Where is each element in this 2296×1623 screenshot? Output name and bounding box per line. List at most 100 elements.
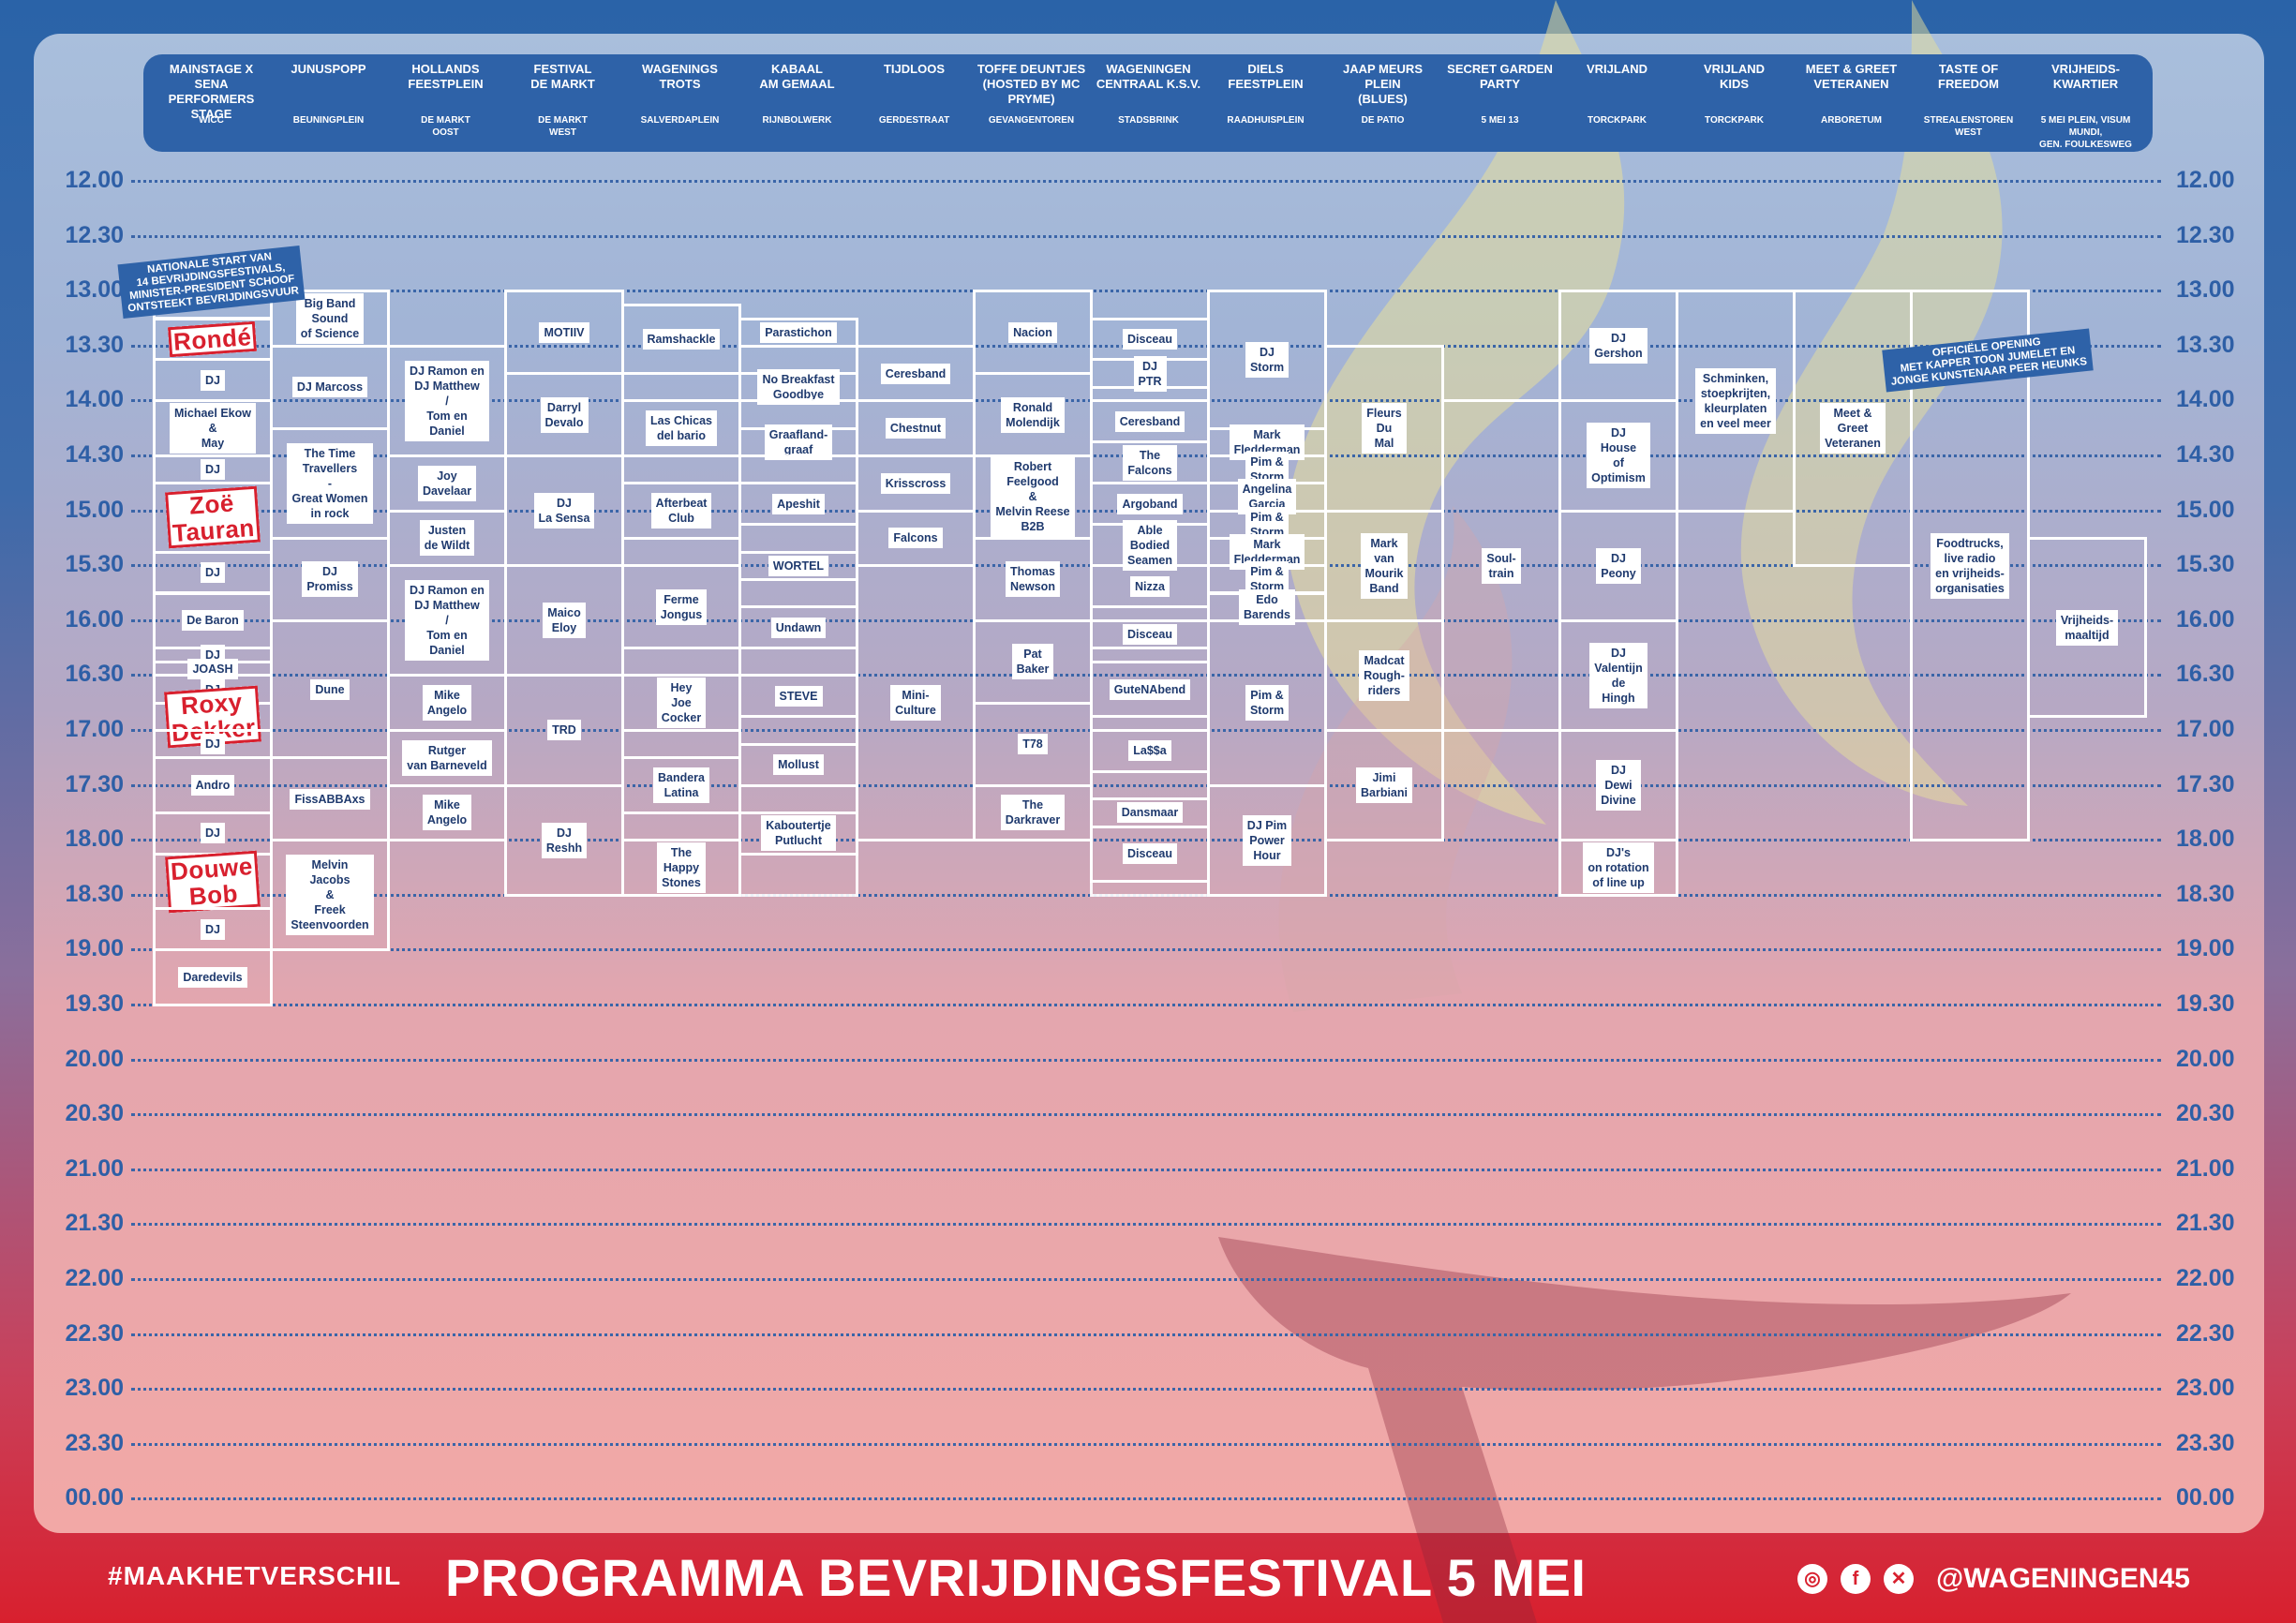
- schedule-slot[interactable]: Thomas Newson: [973, 536, 1093, 622]
- schedule-slot[interactable]: Rondé: [153, 317, 273, 362]
- schedule-slot[interactable]: Able Bodied Seamen: [1090, 519, 1210, 571]
- schedule-slot[interactable]: Andro: [153, 756, 273, 814]
- schedule-slot[interactable]: Pim & Storm: [1207, 618, 1327, 787]
- schedule-slot[interactable]: DJ Ramon en DJ Matthew / Tom en Daniel: [387, 344, 507, 457]
- schedule-slot[interactable]: Undawn: [738, 605, 858, 650]
- schedule-slot[interactable]: [738, 852, 858, 897]
- schedule-slot[interactable]: Mollust: [738, 742, 858, 787]
- schedule-slot[interactable]: DJ: [153, 811, 273, 856]
- schedule-slot[interactable]: DJ: [153, 729, 273, 760]
- schedule-slot[interactable]: Nacion: [973, 290, 1093, 376]
- schedule-slot[interactable]: DJ Marcoss: [270, 344, 390, 430]
- schedule-slot[interactable]: Soul- train: [1441, 399, 1561, 732]
- schedule-slot[interactable]: Kaboutertje Putlucht: [738, 811, 858, 856]
- schedule-slot[interactable]: Dune: [270, 618, 390, 760]
- schedule-slot[interactable]: The Happy Stones: [621, 839, 741, 897]
- schedule-slot[interactable]: GuteNAbend: [1090, 660, 1210, 719]
- schedule-slot[interactable]: Vrijheids- maaltijd: [2027, 536, 2147, 719]
- schedule-slot[interactable]: La$$a: [1090, 729, 1210, 773]
- schedule-slot[interactable]: [621, 454, 741, 485]
- schedule-slot[interactable]: Darryl Devalo: [504, 372, 624, 457]
- schedule-slot[interactable]: [621, 647, 741, 677]
- schedule-slot[interactable]: Dansmaar: [1090, 797, 1210, 828]
- schedule-slot[interactable]: [1090, 769, 1210, 801]
- schedule-slot[interactable]: [621, 372, 741, 403]
- schedule-slot[interactable]: T78: [973, 701, 1093, 787]
- schedule-slot[interactable]: The Darkraver: [973, 783, 1093, 842]
- schedule-slot[interactable]: Ceresband: [856, 344, 976, 403]
- schedule-slot[interactable]: The Falcons: [1090, 440, 1210, 485]
- schedule-slot[interactable]: Mark van Mourik Band: [1324, 509, 1444, 622]
- schedule-slot[interactable]: Ramshackle: [621, 303, 741, 376]
- x-icon[interactable]: ✕: [1884, 1564, 1914, 1594]
- schedule-slot[interactable]: DJ: [153, 454, 273, 485]
- schedule-slot[interactable]: Meet & Greet Veteranen: [1793, 290, 1913, 568]
- schedule-slot[interactable]: [738, 647, 858, 677]
- schedule-slot[interactable]: STEVE: [738, 674, 858, 719]
- schedule-slot[interactable]: Mini- Culture: [856, 564, 976, 842]
- schedule-slot[interactable]: DJ House of Optimism: [1558, 399, 1678, 513]
- schedule-slot[interactable]: Foodtrucks, live radio en vrijheids- org…: [1910, 290, 2030, 842]
- schedule-slot[interactable]: Maico Eloy: [504, 564, 624, 677]
- schedule-slot[interactable]: Mike Angelo: [387, 783, 507, 842]
- schedule-slot[interactable]: DJ Pim Power Hour: [1207, 783, 1327, 897]
- schedule-slot[interactable]: DJ La Sensa: [504, 454, 624, 568]
- schedule-slot[interactable]: Daredevils: [153, 948, 273, 1006]
- schedule-slot[interactable]: Ceresband: [1090, 399, 1210, 444]
- schedule-slot[interactable]: DJ Storm: [1207, 290, 1327, 430]
- instagram-icon[interactable]: ◎: [1797, 1564, 1827, 1594]
- schedule-slot[interactable]: De Baron: [153, 591, 273, 650]
- schedule-slot[interactable]: DJ Valentijn de Hingh: [1558, 618, 1678, 732]
- schedule-slot[interactable]: [1090, 880, 1210, 897]
- facebook-icon[interactable]: f: [1841, 1564, 1871, 1594]
- schedule-slot[interactable]: [621, 536, 741, 568]
- schedule-slot[interactable]: Apeshit: [738, 482, 858, 527]
- schedule-slot[interactable]: Parastichon: [738, 317, 858, 348]
- schedule-slot[interactable]: TRD: [504, 674, 624, 787]
- schedule-slot[interactable]: Joy Davelaar: [387, 454, 507, 513]
- schedule-slot[interactable]: [738, 783, 858, 814]
- social-handle[interactable]: @WAGENINGEN45: [1936, 1563, 2190, 1594]
- schedule-slot[interactable]: Bandera Latina: [621, 756, 741, 814]
- schedule-slot[interactable]: DJ Ramon en DJ Matthew / Tom en Daniel: [387, 564, 507, 677]
- schedule-slot[interactable]: Chestnut: [856, 399, 976, 457]
- schedule-slot[interactable]: Justen de Wildt: [387, 509, 507, 568]
- schedule-slot[interactable]: Disceau: [1090, 317, 1210, 362]
- schedule-slot[interactable]: DJ Reshh: [504, 783, 624, 897]
- schedule-slot[interactable]: DJ: [153, 907, 273, 952]
- schedule-slot[interactable]: DJ PTR: [1090, 355, 1210, 392]
- schedule-slot[interactable]: Graafland- graaf: [738, 424, 858, 460]
- schedule-slot[interactable]: Disceau: [1090, 618, 1210, 650]
- schedule-slot[interactable]: Falcons: [856, 509, 976, 568]
- schedule-slot[interactable]: Roxy Dekker: [153, 685, 273, 749]
- schedule-slot[interactable]: DJ Gershon: [1558, 290, 1678, 403]
- schedule-slot[interactable]: Hey Joe Cocker: [621, 674, 741, 732]
- schedule-slot[interactable]: Jimi Barbiani: [1324, 729, 1444, 842]
- schedule-slot[interactable]: FissABBAxs: [270, 756, 390, 842]
- schedule-slot[interactable]: MOTIIV: [504, 290, 624, 376]
- schedule-slot[interactable]: [738, 454, 858, 485]
- schedule-slot[interactable]: [621, 729, 741, 760]
- schedule-slot[interactable]: No Breakfast Goodbye: [738, 369, 858, 406]
- schedule-slot[interactable]: Ferme Jongus: [621, 564, 741, 650]
- schedule-slot[interactable]: DJ: [153, 550, 273, 595]
- schedule-slot[interactable]: [738, 715, 858, 746]
- schedule-slot[interactable]: Mike Angelo: [387, 674, 507, 732]
- schedule-slot[interactable]: DJ Promiss: [270, 536, 390, 622]
- schedule-slot[interactable]: [738, 577, 858, 609]
- schedule-slot[interactable]: Nizza: [1090, 564, 1210, 609]
- schedule-slot[interactable]: DJ Peony: [1558, 509, 1678, 622]
- schedule-slot[interactable]: Ronald Molendijk: [973, 372, 1093, 457]
- schedule-slot[interactable]: Rutger van Barneveld: [387, 729, 507, 787]
- schedule-slot[interactable]: Douwe Bob: [153, 850, 273, 913]
- schedule-slot[interactable]: Afterbeat Club: [621, 482, 741, 540]
- schedule-slot[interactable]: Zoë Tauran: [153, 482, 273, 554]
- schedule-slot[interactable]: Fleurs Du Mal: [1324, 344, 1444, 513]
- schedule-slot[interactable]: [738, 523, 858, 554]
- schedule-slot[interactable]: Michael Ekow & May: [153, 399, 273, 457]
- schedule-slot[interactable]: DJ's on rotation of line up: [1558, 839, 1678, 897]
- schedule-slot[interactable]: Pat Baker: [973, 618, 1093, 705]
- schedule-slot[interactable]: DJ Dewi Divine: [1558, 729, 1678, 842]
- schedule-slot[interactable]: WORTEL: [738, 550, 858, 581]
- schedule-slot[interactable]: Robert Feelgood & Melvin Reese B2B: [973, 454, 1093, 540]
